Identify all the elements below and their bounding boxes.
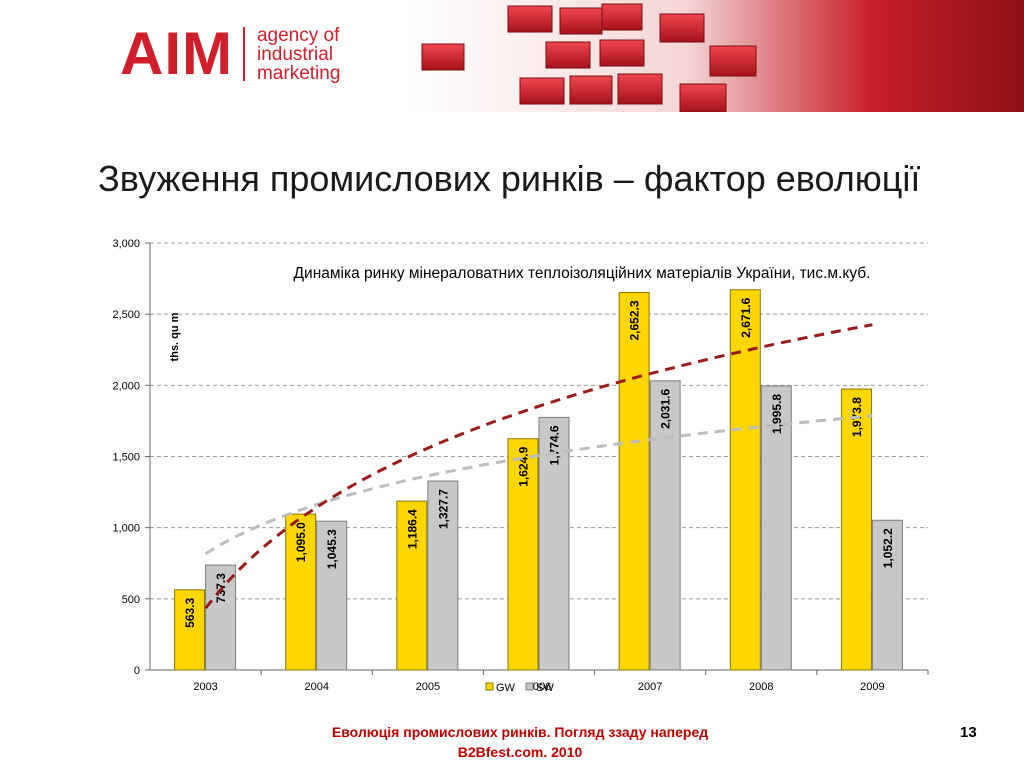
x-tick-label: 2005 bbox=[416, 681, 440, 693]
logo-divider bbox=[242, 27, 245, 81]
bar-sw bbox=[871, 519, 903, 671]
logo-line: marketing bbox=[256, 62, 341, 84]
y-tick-label: 500 bbox=[122, 594, 140, 606]
logo-mark: AIM bbox=[120, 20, 233, 87]
slide-header: AIM agency of industrial marketing bbox=[0, 0, 1024, 112]
data-label: 1,774.6 bbox=[548, 425, 562, 465]
y-tick-label: 1,500 bbox=[112, 452, 140, 464]
data-label: 1,995.8 bbox=[770, 394, 784, 434]
trendline-gw bbox=[204, 323, 873, 610]
trendline-sw bbox=[204, 414, 873, 555]
market-bar-chart: 0 500 1,000 1,500 2,000 2,500 3,000 ths. qu m Ди… bbox=[112, 238, 929, 694]
x-tick-label: 2004 bbox=[304, 681, 328, 693]
bar-gw bbox=[396, 500, 428, 671]
bar-sw bbox=[649, 380, 681, 671]
y-tick-label: 1,000 bbox=[112, 523, 140, 535]
legend-swatch bbox=[525, 682, 534, 691]
bar-gw bbox=[285, 513, 317, 671]
page-number: 13 bbox=[960, 724, 977, 741]
bar-sw bbox=[760, 385, 792, 671]
bar-gw bbox=[507, 438, 539, 671]
bar-gw bbox=[729, 289, 761, 671]
slide-footer: Еволюція промислових ринків. Погляд ззад… bbox=[240, 722, 800, 762]
bar-sw bbox=[538, 416, 570, 671]
y-tick-label: 2,000 bbox=[112, 380, 140, 392]
footer-line: Еволюція промислових ринків. Погляд ззад… bbox=[331, 724, 709, 740]
header-drawers-image bbox=[410, 0, 1024, 112]
footer-line: B2Bfest.com. 2010 bbox=[457, 744, 583, 760]
logo-line: agency of bbox=[256, 24, 340, 46]
data-label: 2,031.6 bbox=[659, 389, 673, 429]
data-label: 1,045.3 bbox=[325, 529, 339, 569]
logo-wordmark: agency of industrial marketing bbox=[257, 26, 340, 83]
y-axis-label: ths. qu m bbox=[169, 312, 181, 361]
logo-line: industrial bbox=[256, 43, 334, 65]
data-label: 1,327.7 bbox=[436, 489, 450, 529]
bar-sw bbox=[205, 564, 237, 671]
data-label: 1,624.9 bbox=[517, 446, 531, 486]
data-label: 1,186.4 bbox=[405, 509, 419, 549]
slide-title: Звуження промислових ринків – фактор ево… bbox=[98, 158, 921, 199]
bar-gw bbox=[840, 388, 872, 671]
x-tick-label: 2003 bbox=[193, 681, 217, 693]
aim-logo: AIM agency of industrial marketing bbox=[120, 22, 340, 86]
x-tick-label: 2008 bbox=[749, 681, 773, 693]
data-label: 563.3 bbox=[183, 597, 197, 627]
legend-label: SW bbox=[536, 682, 554, 694]
x-tick-label: 2007 bbox=[638, 681, 662, 693]
x-tick-label: 2009 bbox=[860, 681, 884, 693]
bar-gw bbox=[174, 589, 206, 671]
data-label: 2,671.6 bbox=[739, 297, 753, 337]
bar-gw bbox=[618, 291, 650, 671]
chart-title: Динаміка ринку мінераловатних теплоізоля… bbox=[294, 265, 871, 282]
bar-sw bbox=[316, 520, 348, 671]
data-label: 1,095.0 bbox=[294, 522, 308, 562]
legend-swatch bbox=[485, 682, 494, 691]
y-tick-label: 3,000 bbox=[112, 238, 140, 250]
y-tick-label: 2,500 bbox=[112, 309, 140, 321]
y-tick-label: 0 bbox=[134, 665, 140, 677]
bar-sw bbox=[427, 480, 459, 671]
data-label: 1,052.2 bbox=[881, 528, 895, 568]
data-label: 2,652.3 bbox=[628, 300, 642, 340]
legend-label: GW bbox=[496, 682, 516, 694]
